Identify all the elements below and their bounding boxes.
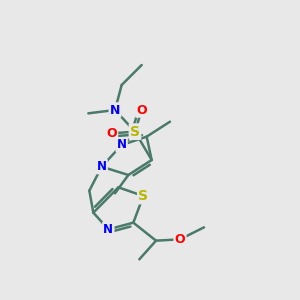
Text: N: N: [97, 160, 107, 173]
Text: N: N: [110, 103, 120, 116]
Text: N: N: [117, 139, 127, 152]
Text: O: O: [175, 233, 185, 246]
Text: S: S: [138, 189, 148, 203]
Text: S: S: [130, 125, 140, 139]
Text: O: O: [136, 103, 147, 116]
Text: O: O: [106, 127, 117, 140]
Text: N: N: [103, 223, 113, 236]
